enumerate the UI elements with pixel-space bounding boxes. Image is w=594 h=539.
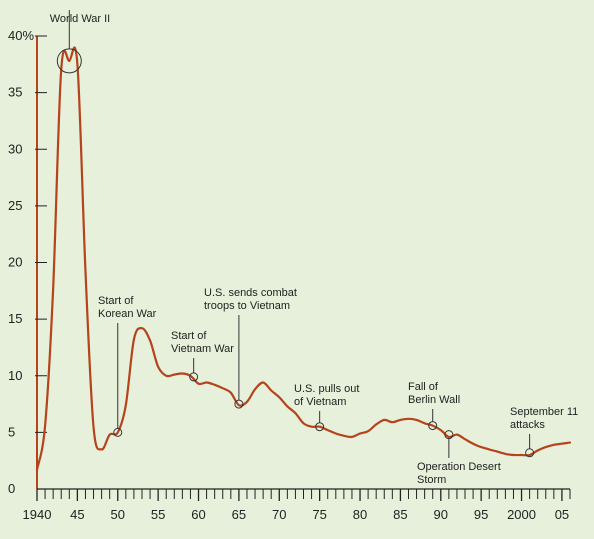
annotation-marker (525, 448, 535, 458)
x-tick-label: 95 (474, 507, 488, 522)
annotation-label: Start of (171, 330, 207, 342)
y-tick-label: 15 (8, 311, 22, 326)
x-tick-label: 60 (191, 507, 205, 522)
annotation-label: Storm (417, 474, 446, 486)
annotation-marker (444, 430, 454, 440)
y-tick-label: 35 (8, 85, 22, 100)
x-tick-label: 05 (555, 507, 569, 522)
x-tick-label: 65 (232, 507, 246, 522)
x-tick-label: 55 (151, 507, 165, 522)
annotation-label: Operation Desert (417, 461, 501, 473)
x-tick-label: 85 (393, 507, 407, 522)
x-tick-label: 1940 (23, 507, 52, 522)
y-tick-label: 5 (8, 424, 15, 439)
annotation-label: World War II (50, 13, 111, 25)
y-tick-label: 25 (8, 198, 22, 213)
series-line-layer (35, 46, 572, 471)
x-tick-label: 80 (353, 507, 367, 522)
y-tick-label: 40% (8, 28, 34, 43)
annotation-marker (56, 48, 82, 74)
annotation-label: Berlin Wall (408, 394, 460, 406)
annotation-1: World War II (50, 10, 111, 74)
annotation-label: Vietnam War (171, 343, 234, 355)
annotation-label: U.S. sends combat (204, 287, 297, 299)
annotation-label: troops to Vietnam (204, 300, 290, 312)
annotation-marker (315, 422, 325, 432)
y-tick-label: 0 (8, 481, 15, 496)
annotation-marker (189, 372, 199, 382)
annotation-marker (428, 421, 438, 431)
annotation-label: Fall of (408, 381, 439, 393)
annotation-label: Korean War (98, 308, 157, 320)
annotation-marker (234, 399, 244, 409)
x-tick-label: 45 (70, 507, 84, 522)
annotation-label: Start of (98, 295, 134, 307)
y-tick-label: 10 (8, 368, 22, 383)
x-tick-label: 70 (272, 507, 286, 522)
x-tick-label: 75 (312, 507, 326, 522)
x-tick-label: 90 (434, 507, 448, 522)
annotation-marker (113, 427, 123, 437)
series-line (35, 46, 572, 471)
annotation-label: of Vietnam (294, 396, 346, 408)
y-tick-label: 30 (8, 141, 22, 156)
annotation-label: attacks (510, 419, 545, 431)
annotation-label: U.S. pulls out (294, 383, 359, 395)
annotation-label: September 11 (510, 406, 578, 418)
y-tick-label: 20 (8, 255, 22, 270)
x-tick-label: 2000 (507, 507, 536, 522)
x-tick-label: 50 (111, 507, 125, 522)
